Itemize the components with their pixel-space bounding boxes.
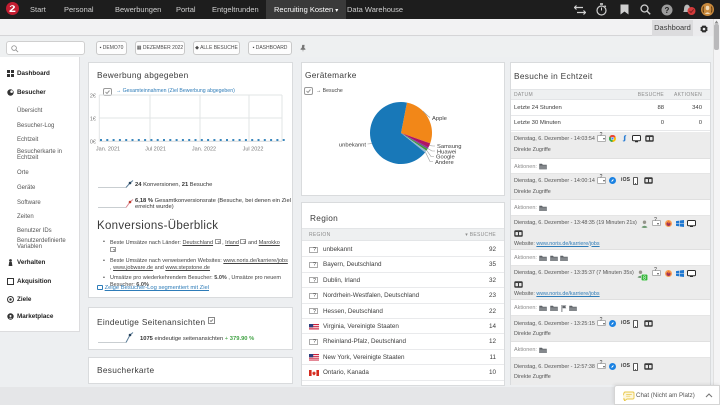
svg-text:Jul 2021: Jul 2021 bbox=[145, 147, 166, 153]
svg-text:?: ? bbox=[665, 5, 670, 14]
svg-text:0€: 0€ bbox=[90, 140, 96, 146]
svg-text:8: 8 bbox=[643, 275, 646, 281]
svg-text:Jan. 2022: Jan. 2022 bbox=[192, 147, 216, 153]
svg-text:2€: 2€ bbox=[90, 94, 96, 100]
svg-text:Jan. 2021: Jan. 2021 bbox=[96, 147, 120, 153]
svg-text:unbekannt: unbekannt bbox=[339, 143, 366, 149]
svg-text:Google: Google bbox=[436, 155, 455, 161]
svg-text:1€: 1€ bbox=[90, 117, 96, 123]
svg-text:Huawei: Huawei bbox=[437, 149, 456, 155]
svg-text:Jul 2022: Jul 2022 bbox=[243, 147, 264, 153]
svg-text:Samsung: Samsung bbox=[437, 144, 462, 150]
svg-text:Apple: Apple bbox=[432, 116, 447, 122]
svg-text:Andere: Andere bbox=[435, 160, 454, 166]
